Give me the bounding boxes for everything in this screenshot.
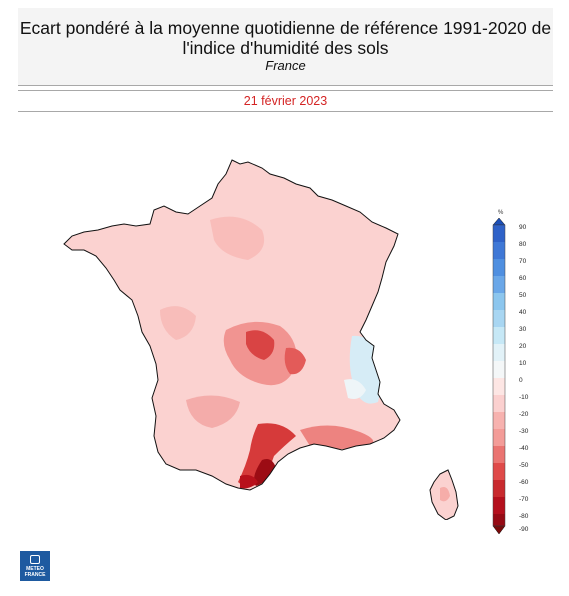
anomaly-patch-roussillon: [240, 474, 258, 489]
scale-tick-label: -20: [519, 411, 529, 418]
scale-band: [493, 259, 505, 276]
logo-line2: FRANCE: [24, 571, 46, 578]
map-title: Ecart pondéré à la moyenne quotidienne d…: [18, 18, 553, 58]
anomaly-patch-southeast: [300, 425, 374, 449]
scale-band: [493, 225, 505, 242]
date-divider-top: [18, 90, 553, 91]
anomaly-patch-languedoc: [238, 423, 296, 487]
scale-tick-label: -70: [519, 496, 529, 503]
anomaly-patch-alps-neutral: [344, 379, 366, 399]
logo-mark-icon: [30, 555, 40, 564]
scale-arrow-top: [492, 217, 506, 226]
title-box: Ecart pondéré à la moyenne quotidienne d…: [18, 8, 553, 86]
scale-unit: %: [498, 210, 504, 216]
date-divider-bottom: [18, 111, 553, 112]
scale-tick-label: -60: [519, 479, 529, 486]
scale-band: [493, 344, 505, 361]
scale-band: [493, 446, 505, 463]
scale-band: [493, 463, 505, 480]
meteo-france-logo[interactable]: METEO FRANCE: [20, 551, 50, 581]
anomaly-patch-southwest: [186, 395, 240, 428]
scale-tick-label: 40: [519, 309, 527, 316]
scale-tick-label: 90: [519, 224, 527, 231]
scale-band: [493, 412, 505, 429]
scale-band: [493, 293, 505, 310]
color-scale-legend: % 90 80 70 60 50 40 30 20 10 0 -10 -20 -…: [478, 210, 548, 540]
scale-band: [493, 429, 505, 446]
map-title-line2: l'indice d'humidité des sols: [182, 38, 389, 58]
scale-tick-label: 50: [519, 292, 527, 299]
scale-tick-label: -10: [519, 394, 529, 401]
scale-band: [493, 395, 505, 412]
scale-band: [493, 497, 505, 514]
scale-band: [493, 276, 505, 293]
scale-band: [493, 514, 505, 526]
scale-band: [493, 242, 505, 259]
scale-tick-label: 30: [519, 326, 527, 333]
scale-band: [493, 361, 505, 378]
scale-band: [493, 310, 505, 327]
anomaly-patch-auvergne: [284, 347, 306, 375]
scale-tick-label: -40: [519, 445, 529, 452]
scale-bar: [492, 217, 506, 535]
scale-tick-label: 10: [519, 360, 527, 367]
scale-band: [493, 480, 505, 497]
map-title-line1: Ecart pondéré à la moyenne quotidienne d…: [19, 18, 552, 38]
anomaly-patch-west: [160, 306, 196, 340]
scale-tick-label: 80: [519, 241, 527, 248]
scale-tick-label: 70: [519, 258, 527, 265]
logo-text: METEO FRANCE: [20, 566, 50, 578]
anomaly-patch-north: [210, 216, 265, 260]
scale-band: [493, 327, 505, 344]
map-region: France: [265, 58, 306, 73]
mainland-france: [63, 159, 401, 491]
scale-tick-label: -30: [519, 428, 529, 435]
france-soil-moisture-map: [63, 159, 459, 520]
scale-tick-label: 20: [519, 343, 527, 350]
scale-arrow-bottom: [492, 525, 506, 535]
scale-tick-label: 60: [519, 275, 527, 282]
anomaly-patch-languedoc-core: [254, 459, 276, 486]
scale-tick-label: -50: [519, 462, 529, 469]
scale-tick-label: -80: [519, 513, 529, 520]
anomaly-patch-massif-core: [246, 330, 275, 360]
logo-line1: METEO: [26, 566, 44, 572]
corsica: [429, 469, 459, 520]
scale-band: [493, 378, 505, 395]
scale-tick-label: -90: [519, 526, 529, 533]
map-date: 21 février 2023: [243, 94, 328, 108]
scale-tick-label: 0: [519, 377, 523, 384]
